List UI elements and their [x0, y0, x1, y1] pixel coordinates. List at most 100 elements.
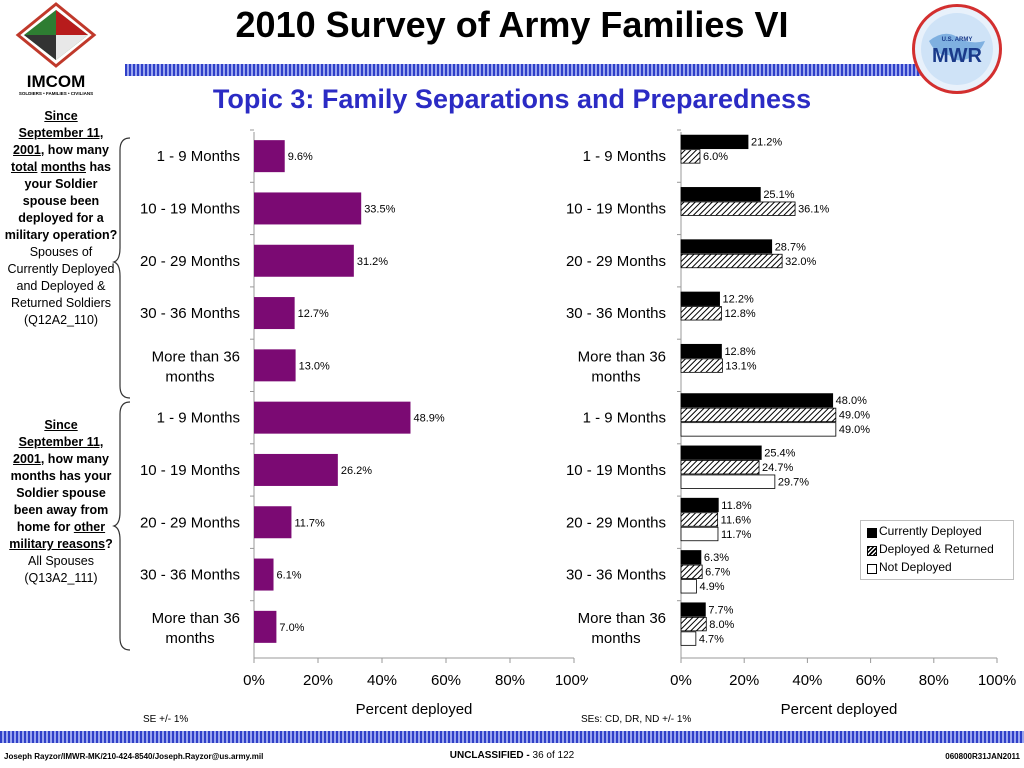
category-label: 20 - 29 Months — [566, 514, 666, 531]
data-label: 24.7% — [762, 462, 793, 474]
data-label: 6.1% — [277, 570, 302, 582]
classification-label: UNCLASSIFIED - — [449, 750, 533, 761]
data-label: 25.4% — [764, 447, 795, 459]
bar — [254, 140, 285, 173]
data-label: 25.1% — [763, 189, 794, 201]
x-tick-label: 60% — [856, 672, 886, 689]
bar — [680, 512, 719, 527]
x-tick-label: 0% — [243, 672, 265, 689]
footer-dtg: 060800R31JAN2011 — [945, 752, 1020, 761]
q2-since: Since — [44, 418, 78, 432]
q1-months: months — [40, 160, 86, 174]
q2-text-b: ? — [105, 537, 113, 551]
data-label: 12.2% — [723, 294, 754, 306]
left-chart: 1 - 9 Months 9.6% 10 - 19 Months 33.5% 20 - … — [140, 129, 588, 718]
header-divider — [125, 64, 925, 76]
category-label: 1 - 9 Months — [583, 148, 666, 165]
x-tick-label: 20% — [729, 672, 759, 689]
x-tick-label: 60% — [431, 672, 461, 689]
q2-population: All Spouses — [27, 554, 94, 568]
x-tick-label: 100% — [555, 672, 588, 689]
globe-icon — [921, 13, 993, 85]
x-tick-label: 40% — [367, 672, 397, 689]
data-label: 6.7% — [705, 567, 730, 579]
data-label: 4.7% — [699, 633, 724, 645]
data-label: 48.0% — [836, 395, 867, 407]
bar — [254, 244, 354, 277]
q1-total: total — [10, 160, 38, 174]
data-label: 13.0% — [299, 360, 330, 372]
bar — [680, 358, 723, 373]
category-label: 20 - 29 Months — [140, 514, 240, 531]
data-label: 13.1% — [725, 360, 756, 372]
bar — [680, 407, 837, 423]
bar — [680, 631, 697, 646]
data-label: 48.9% — [413, 413, 444, 425]
bar — [680, 239, 773, 254]
chart-legend: Currently Deployed Deployed & Returned N… — [860, 520, 1014, 580]
bar — [680, 579, 697, 594]
category-label: 1 - 9 Months — [583, 410, 666, 427]
data-label: 49.0% — [839, 424, 870, 436]
q1-date: September 11, 2001 — [13, 126, 104, 157]
legend-label: Currently Deployed — [879, 524, 982, 538]
bar — [680, 445, 762, 460]
bar — [254, 610, 277, 643]
category-label: 10 - 19 Months — [140, 462, 240, 479]
legend-swatch-empty — [867, 564, 877, 574]
bar — [254, 192, 362, 225]
category-label: 10 - 19 Months — [140, 200, 240, 217]
bar — [254, 349, 296, 382]
bar — [680, 253, 783, 269]
mwr-logo: U.S. ARMY MWR — [912, 4, 1002, 94]
category-label: 30 - 36 Months — [140, 305, 240, 322]
q2-other: other military reasons — [9, 520, 106, 551]
page-number: 36 of 122 — [532, 750, 575, 761]
bar — [680, 616, 707, 632]
imcom-logo: IMCOM SOLDIERS • FAMILIES • CIVILIANS — [14, 2, 98, 100]
bar — [680, 602, 706, 617]
data-label: 11.7% — [721, 529, 752, 541]
bar — [680, 291, 720, 306]
data-label: 6.3% — [704, 552, 729, 564]
data-label: 4.9% — [699, 581, 724, 593]
data-label: 7.7% — [708, 604, 733, 616]
q1-since: Since — [44, 109, 78, 123]
x-tick-label: 80% — [495, 672, 525, 689]
category-label: 1 - 9 Months — [157, 410, 240, 427]
category-label: More than 36 months — [152, 610, 240, 647]
bar — [680, 526, 719, 542]
brace-bottom — [112, 401, 131, 651]
category-label: 10 - 19 Months — [566, 462, 666, 479]
category-label: 30 - 36 Months — [566, 567, 666, 584]
bar — [254, 558, 274, 591]
category-label: 1 - 9 Months — [157, 148, 240, 165]
q1-text-b: has your Soldier spouse been deployed fo… — [4, 160, 118, 242]
q2-text-a: , how many months has your Soldier spous… — [10, 452, 112, 534]
data-label: 11.6% — [721, 514, 752, 526]
data-label: 49.0% — [839, 410, 870, 422]
mwr-logo-main: MWR — [932, 45, 982, 67]
data-label: 11.7% — [294, 517, 325, 529]
legend-label: Not Deployed — [879, 560, 952, 574]
data-label: 33.5% — [364, 203, 395, 215]
x-tick-label: 20% — [303, 672, 333, 689]
legend-label: Deployed & Returned — [879, 542, 994, 556]
question-braces — [112, 137, 131, 651]
se-note-left: SE +/- 1% — [143, 714, 189, 725]
legend-swatch-solid — [867, 528, 877, 538]
bar — [254, 453, 338, 486]
data-label: 21.2% — [751, 137, 782, 149]
data-label: 11.8% — [721, 500, 752, 512]
data-label: 32.0% — [785, 256, 816, 268]
x-tick-label: 80% — [919, 672, 949, 689]
bar — [254, 401, 411, 434]
footer-divider — [0, 731, 1024, 743]
right-chart: 1 - 9 Months 21.2% 6.0% 10 - 19 Months 25.1%… — [566, 129, 1016, 718]
data-label: 26.2% — [341, 465, 372, 477]
data-label: 8.0% — [709, 619, 734, 631]
bar — [680, 343, 722, 359]
x-tick-label: 100% — [978, 672, 1016, 689]
x-axis-label: Percent deployed — [781, 701, 898, 718]
bar — [680, 460, 760, 475]
